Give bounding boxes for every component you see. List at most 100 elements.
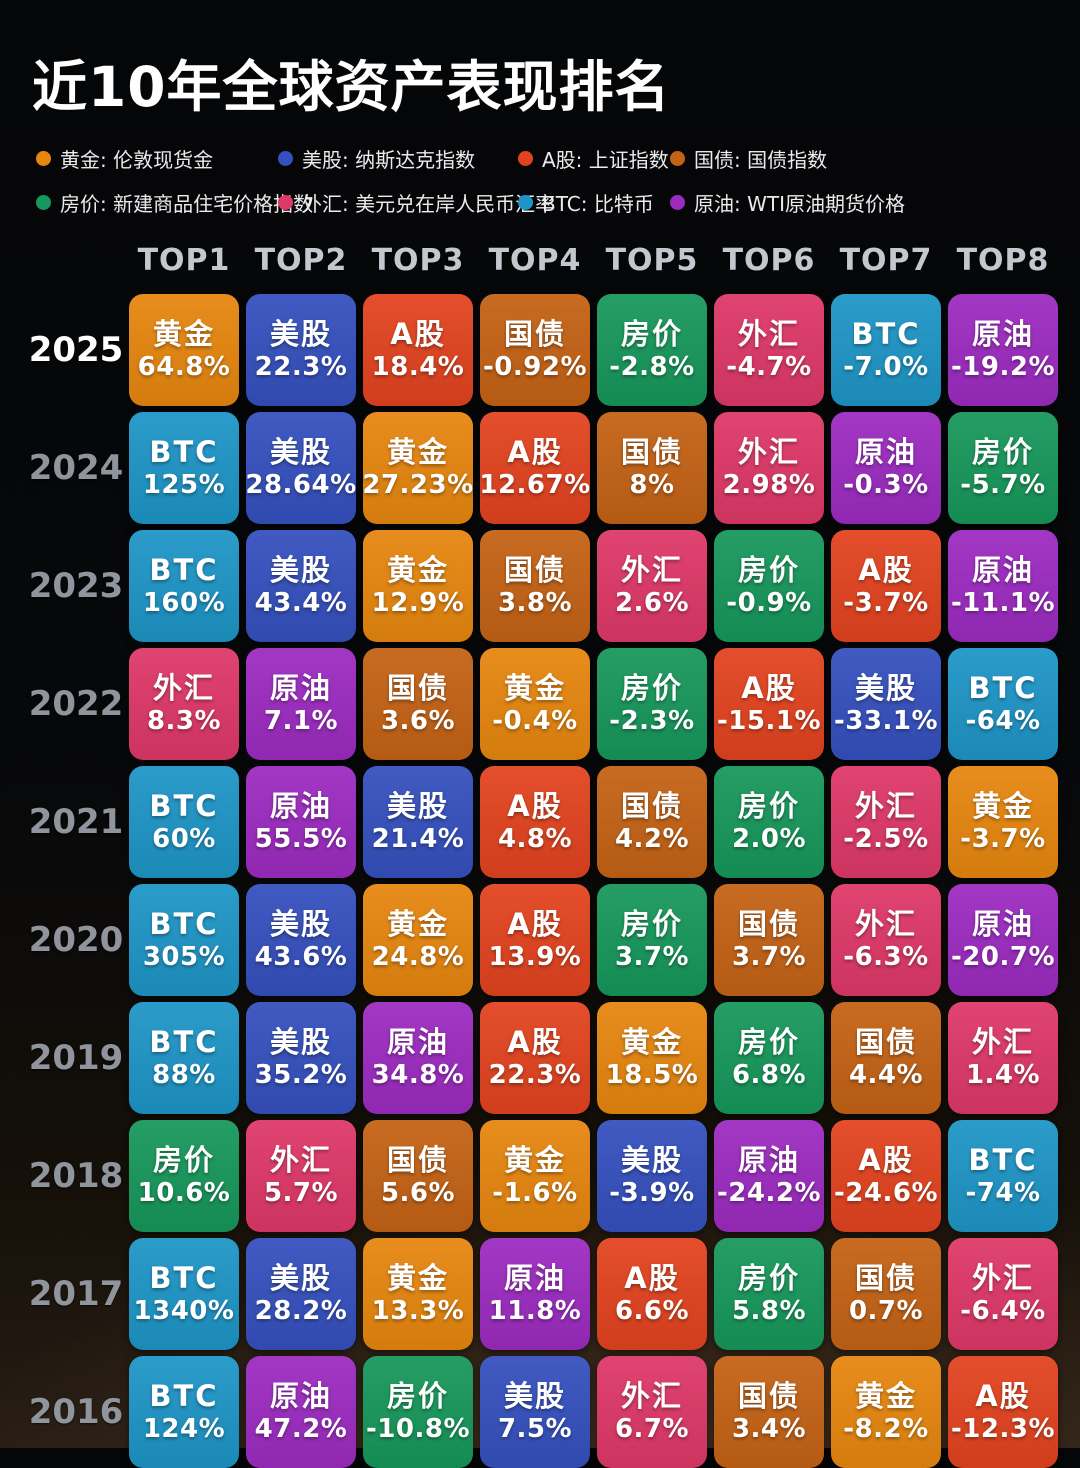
year-label: 2019	[28, 1038, 124, 1078]
column-header: TOP2	[254, 243, 348, 278]
asset-return-value: -2.8%	[609, 352, 695, 382]
asset-name: 外汇	[971, 1261, 1034, 1295]
asset-name: BTC	[968, 671, 1038, 705]
legend-label: 外汇: 美元兑在岸人民币汇率	[302, 192, 556, 216]
asset-tile: 原油 -20.7%	[948, 884, 1058, 996]
asset-name: 原油	[854, 435, 917, 469]
asset-tile: 国债 4.4%	[831, 1002, 941, 1114]
column-header: TOP5	[605, 243, 699, 278]
page-title: 近10年全球资产表现排名	[32, 55, 671, 119]
asset-tile: 美股 43.6%	[246, 884, 356, 996]
asset-tile: 美股 22.3%	[246, 294, 356, 406]
asset-return-value: -24.2%	[717, 1178, 821, 1208]
btc-legend-dot-icon	[518, 195, 533, 210]
asset-name: 原油	[386, 1025, 449, 1059]
asset-name: 外汇	[854, 907, 917, 941]
asset-name: A股	[624, 1261, 680, 1295]
asset-return-value: -11.1%	[951, 588, 1055, 618]
asset-tile: A股 -12.3%	[948, 1356, 1058, 1468]
asset-tile: 外汇 2.98%	[714, 412, 824, 524]
asset-return-value: -3.9%	[609, 1178, 695, 1208]
asset-return-value: -6.4%	[960, 1296, 1046, 1326]
column-header: TOP3	[371, 243, 465, 278]
year-label: 2017	[28, 1274, 124, 1314]
year-label: 2022	[28, 684, 124, 724]
asset-name: 国债	[503, 317, 566, 351]
asset-name: 原油	[503, 1261, 566, 1295]
legend-item: 国债: 国债指数	[670, 144, 1062, 173]
asset-return-value: 24.8%	[371, 942, 465, 972]
asset-name: 国债	[737, 1379, 800, 1413]
asset-name: 外汇	[269, 1143, 332, 1177]
asset-tile: BTC 305%	[129, 884, 239, 996]
asset-return-value: 47.2%	[254, 1414, 348, 1444]
asset-tile: 美股 -33.1%	[831, 648, 941, 760]
asset-return-value: 7.5%	[497, 1414, 573, 1444]
year-label: 2018	[28, 1156, 124, 1196]
asset-tile: 黄金 -8.2%	[831, 1356, 941, 1468]
asset-tile: 房价 -2.3%	[597, 648, 707, 760]
asset-tile: 黄金 18.5%	[597, 1002, 707, 1114]
asset-return-value: 2.98%	[722, 470, 816, 500]
asset-tile: A股 4.8%	[480, 766, 590, 878]
asset-tile: BTC 124%	[129, 1356, 239, 1468]
asset-tile: A股 -3.7%	[831, 530, 941, 642]
asset-name: 黄金	[620, 1025, 683, 1059]
asset-return-value: 22.3%	[254, 352, 348, 382]
asset-tile: 黄金 24.8%	[363, 884, 473, 996]
oil-legend-dot-icon	[670, 195, 685, 210]
asset-name: 原油	[971, 317, 1034, 351]
asset-name: 房价	[620, 671, 683, 705]
asset-tile: BTC 88%	[129, 1002, 239, 1114]
asset-tile: 黄金 -3.7%	[948, 766, 1058, 878]
asset-return-value: 6.8%	[731, 1060, 807, 1090]
legend-label: 房价: 新建商品住宅价格指数	[60, 192, 314, 216]
asset-return-value: -64%	[965, 706, 1041, 736]
asset-name: 美股	[269, 435, 332, 469]
asset-name: 原油	[269, 1379, 332, 1413]
asset-name: A股	[507, 789, 563, 823]
asset-tile: 外汇 -6.4%	[948, 1238, 1058, 1350]
asset-return-value: 3.4%	[731, 1414, 807, 1444]
asset-name: A股	[975, 1379, 1031, 1413]
asset-name: 房价	[971, 435, 1034, 469]
asset-tile: 国债 4.2%	[597, 766, 707, 878]
asset-name: 黄金	[971, 789, 1034, 823]
asset-return-value: 35.2%	[254, 1060, 348, 1090]
asset-tile: 美股 43.4%	[246, 530, 356, 642]
asset-tile: 国债 3.4%	[714, 1356, 824, 1468]
legend-item: 美股: 纳斯达克指数	[278, 144, 518, 173]
asset-tile: 房价 -5.7%	[948, 412, 1058, 524]
asset-name: 美股	[620, 1143, 683, 1177]
asset-name: BTC	[149, 435, 219, 469]
asset-tile: 美股 21.4%	[363, 766, 473, 878]
asset-return-value: 305%	[142, 942, 226, 972]
asset-tile: A股 13.9%	[480, 884, 590, 996]
asset-return-value: 12.67%	[479, 470, 591, 500]
asset-return-value: 4.8%	[497, 824, 573, 854]
asset-name: A股	[507, 435, 563, 469]
asset-name: 原油	[269, 789, 332, 823]
column-header: TOP1	[137, 243, 231, 278]
asset-name: 外汇	[737, 317, 800, 351]
asset-tile: 房价 10.6%	[129, 1120, 239, 1232]
asset-name: 外汇	[620, 1379, 683, 1413]
legend-item: A股: 上证指数	[518, 144, 670, 173]
asset-return-value: -0.92%	[483, 352, 587, 382]
asset-name: 房价	[737, 1261, 800, 1295]
asset-tile: 原油 7.1%	[246, 648, 356, 760]
asset-return-value: -3.7%	[960, 824, 1046, 854]
asset-return-value: 160%	[142, 588, 226, 618]
asset-tile: A股 12.67%	[479, 412, 591, 524]
asset-name: BTC	[149, 553, 219, 587]
asset-tile: 美股 7.5%	[480, 1356, 590, 1468]
asset-name: 原油	[737, 1143, 800, 1177]
asset-tile: 原油 55.5%	[246, 766, 356, 878]
asset-return-value: -2.5%	[843, 824, 929, 854]
asset-tile: 国债 5.6%	[363, 1120, 473, 1232]
asset-tile: BTC 160%	[129, 530, 239, 642]
asset-return-value: 3.7%	[614, 942, 690, 972]
asset-return-value: 8%	[629, 470, 675, 500]
asset-return-value: 55.5%	[254, 824, 348, 854]
asset-name: BTC	[968, 1143, 1038, 1177]
